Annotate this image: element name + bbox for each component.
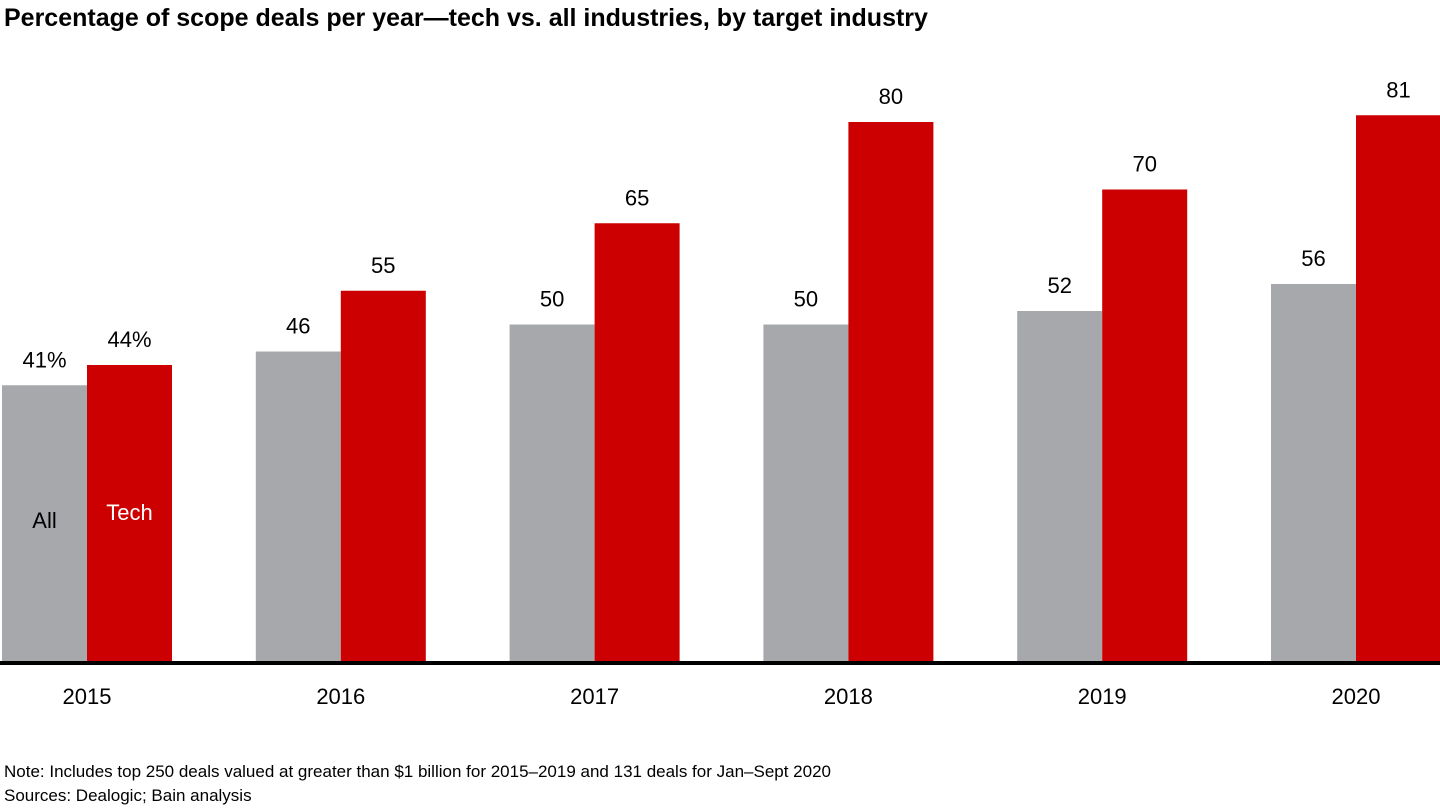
legend-label-tech: Tech <box>106 500 152 525</box>
bar-tech-2019 <box>1102 189 1188 662</box>
bar-all-2018 <box>763 324 849 662</box>
bar-all-2017 <box>509 324 595 662</box>
bar-tech-2017 <box>594 223 680 662</box>
data-label-tech-2016: 55 <box>371 253 395 278</box>
bar-tech-2016 <box>340 290 426 662</box>
chart-note: Note: Includes top 250 deals valued at g… <box>4 762 831 781</box>
legend-label-all: All <box>32 508 56 533</box>
bar-all-2015 <box>2 385 87 662</box>
bar-all-2016 <box>255 351 341 662</box>
x-axis-line <box>0 661 1440 665</box>
data-label-tech-2015: 44% <box>107 327 151 352</box>
data-label-tech-2020: 81 <box>1386 77 1410 102</box>
bar-tech-2020 <box>1356 115 1440 662</box>
data-label-all-2015: 41% <box>22 347 66 372</box>
x-tick-label-2016: 2016 <box>316 684 365 709</box>
x-tick-label-2018: 2018 <box>824 684 873 709</box>
data-label-all-2018: 50 <box>794 287 818 312</box>
data-label-all-2020: 56 <box>1301 246 1325 271</box>
chart-title: Percentage of scope deals per year—tech … <box>4 4 928 32</box>
bar-all-2020 <box>1271 284 1356 662</box>
data-label-tech-2017: 65 <box>625 185 649 210</box>
bar-tech-2018 <box>848 122 934 662</box>
x-tick-label-2017: 2017 <box>570 684 619 709</box>
x-tick-label-2020: 2020 <box>1332 684 1381 709</box>
data-label-tech-2019: 70 <box>1132 152 1156 177</box>
bar-all-2019 <box>1017 311 1103 662</box>
data-label-all-2017: 50 <box>540 287 564 312</box>
data-label-all-2019: 52 <box>1047 273 1071 298</box>
bar-tech-2015 <box>87 365 172 662</box>
data-label-all-2016: 46 <box>286 314 310 339</box>
chart-sources: Sources: Dealogic; Bain analysis <box>4 786 252 805</box>
data-label-tech-2018: 80 <box>879 84 903 109</box>
x-tick-label-2015: 2015 <box>63 684 112 709</box>
x-tick-label-2019: 2019 <box>1078 684 1127 709</box>
